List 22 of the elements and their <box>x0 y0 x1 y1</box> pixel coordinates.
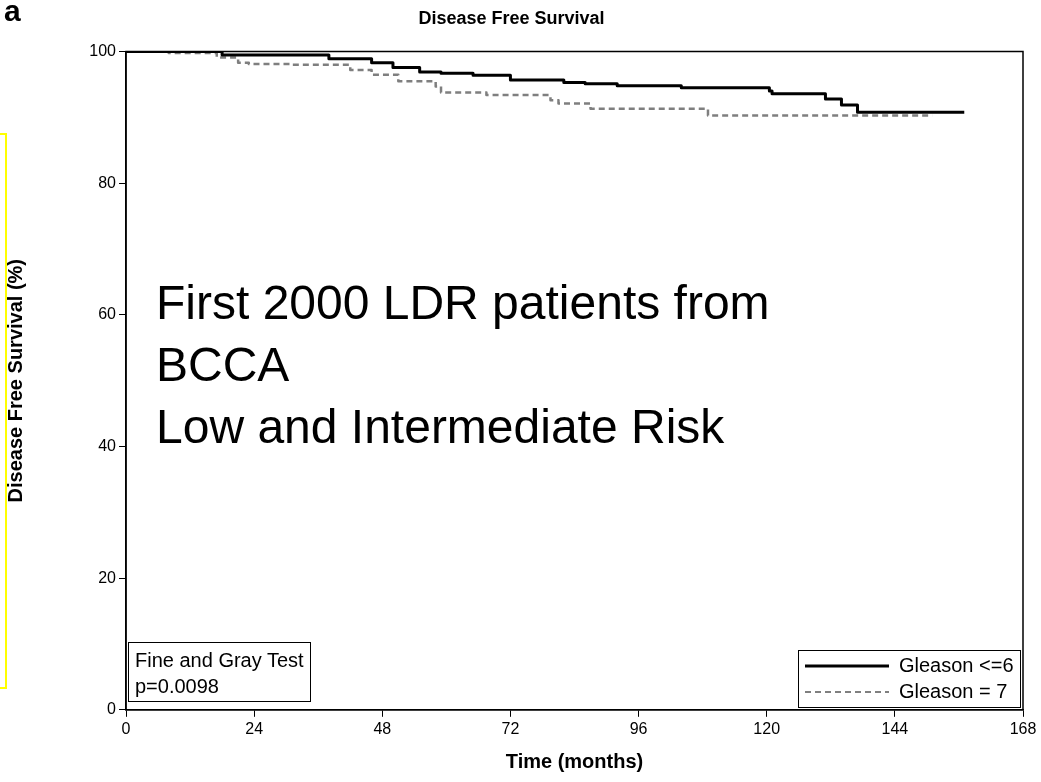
y-tick-label: 100 <box>89 42 117 60</box>
x-tick-label: 144 <box>881 719 909 737</box>
chart-title: Disease Free Survival <box>418 7 605 28</box>
x-tick-label: 48 <box>373 719 392 737</box>
y-tick-label: 0 <box>107 700 117 718</box>
text: a <box>4 0 21 28</box>
x-tick-label: 72 <box>501 719 520 737</box>
legend-label: Gleason = 7 <box>899 680 1008 704</box>
x-tick-label: 24 <box>245 719 264 737</box>
x-tick-label: 0 <box>121 719 131 737</box>
legend-label: Gleason <=6 <box>899 654 1014 678</box>
x-tick-label: 120 <box>753 719 781 737</box>
x-axis-title: Time (months) <box>505 749 644 772</box>
y-tick-label: 80 <box>98 173 117 191</box>
y-tick-label: 20 <box>98 568 117 586</box>
annotation: Fine and Gray Test p=0.0098 <box>128 641 311 702</box>
x-tick-label: 168 <box>1009 719 1037 737</box>
annotation: First 2000 LDR patients from BCCA Low and Intermediate Risk <box>156 274 770 455</box>
y-axis-title: Disease Free Survival (%) <box>3 258 26 503</box>
y-tick-label: 60 <box>98 305 117 323</box>
x-tick-label: 96 <box>629 719 648 737</box>
y-tick-label: 40 <box>98 436 117 454</box>
